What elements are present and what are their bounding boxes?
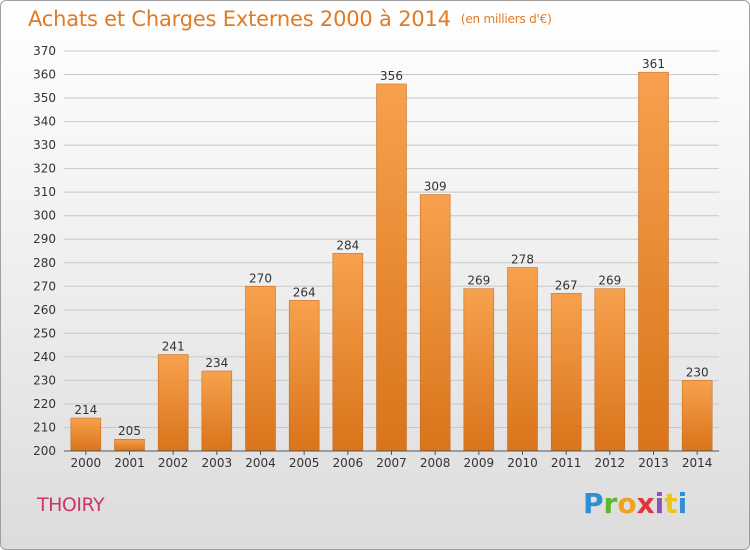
town-name: THOIRY [37, 494, 105, 516]
bar [332, 253, 364, 452]
data-label: 269 [598, 274, 621, 288]
x-tick-label: 2013 [638, 456, 669, 470]
chart-title-text: Achats et Charges Externes 2000 à 2014 [28, 7, 451, 31]
x-tick-label: 2011 [551, 456, 582, 470]
bars [70, 71, 713, 452]
y-tick-label: 210 [33, 420, 56, 434]
x-axis-ticks: 2000 2001 2002 2003 2004 2005 2006 2007 2008 2009… [71, 451, 713, 470]
data-label: 234 [205, 356, 228, 370]
data-label: 205 [118, 424, 141, 438]
x-tick-label: 2010 [507, 456, 538, 470]
x-tick-label: 2009 [464, 456, 495, 470]
y-tick-label: 230 [33, 373, 56, 387]
bar [507, 267, 538, 452]
bar [114, 438, 145, 452]
bar [201, 370, 233, 452]
y-tick-label: 300 [33, 209, 56, 223]
y-tick-label: 340 [33, 115, 56, 129]
bar [550, 293, 582, 452]
y-tick-label: 330 [33, 138, 56, 152]
data-label: 241 [162, 340, 185, 354]
y-tick-label: 290 [33, 232, 56, 246]
y-tick-label: 240 [33, 350, 56, 364]
bar [638, 71, 669, 452]
bar [463, 288, 495, 452]
bar [157, 354, 189, 452]
y-tick-label: 220 [33, 397, 56, 411]
bar [681, 380, 713, 452]
x-tick-label: 2004 [245, 456, 276, 470]
bar [70, 417, 102, 452]
y-tick-label: 310 [33, 185, 56, 199]
data-label: 284 [336, 238, 359, 252]
x-tick-label: 2001 [114, 456, 145, 470]
data-label: 356 [380, 69, 403, 83]
data-labels: 214 205 241 234 270 264 284 356 309 269 278 267 269 3… [74, 57, 708, 438]
bar [288, 300, 320, 452]
x-tick-label: 2005 [289, 456, 320, 470]
y-tick-label: 250 [33, 326, 56, 340]
bar [419, 194, 451, 452]
data-label: 230 [686, 365, 709, 379]
chart-unit: (en milliers d'€) [460, 12, 552, 26]
y-tick-label: 270 [33, 279, 56, 293]
data-label: 309 [424, 180, 447, 194]
y-tick-label: 200 [33, 444, 56, 458]
x-tick-label: 2006 [333, 456, 364, 470]
proxiti-logo[interactable]: Proxiti [583, 487, 688, 520]
y-tick-label: 370 [33, 44, 56, 58]
x-tick-label: 2014 [682, 456, 713, 470]
y-axis-ticks: 200 210 220 230 240 250 260 270 280 290 300 310 320 3… [33, 44, 56, 458]
y-tick-label: 320 [33, 162, 56, 176]
data-label: 214 [74, 403, 97, 417]
data-label: 267 [555, 278, 578, 292]
x-tick-label: 2000 [71, 456, 102, 470]
data-label: 270 [249, 271, 272, 285]
chart-title: Achats et Charges Externes 2000 à 2014 (e… [28, 7, 552, 31]
bar [594, 288, 626, 452]
y-tick-label: 360 [33, 68, 56, 82]
bar [245, 286, 276, 452]
x-tick-label: 2003 [202, 456, 233, 470]
x-tick-label: 2012 [595, 456, 626, 470]
x-tick-label: 2007 [376, 456, 407, 470]
y-tick-label: 350 [33, 91, 56, 105]
data-label: 269 [467, 274, 490, 288]
data-label: 361 [642, 57, 665, 71]
y-tick-label: 280 [33, 256, 56, 270]
bar [376, 83, 407, 452]
data-label: 264 [293, 285, 316, 299]
data-label: 278 [511, 252, 534, 266]
x-tick-label: 2002 [158, 456, 189, 470]
y-tick-label: 260 [33, 303, 56, 317]
x-tick-label: 2008 [420, 456, 451, 470]
